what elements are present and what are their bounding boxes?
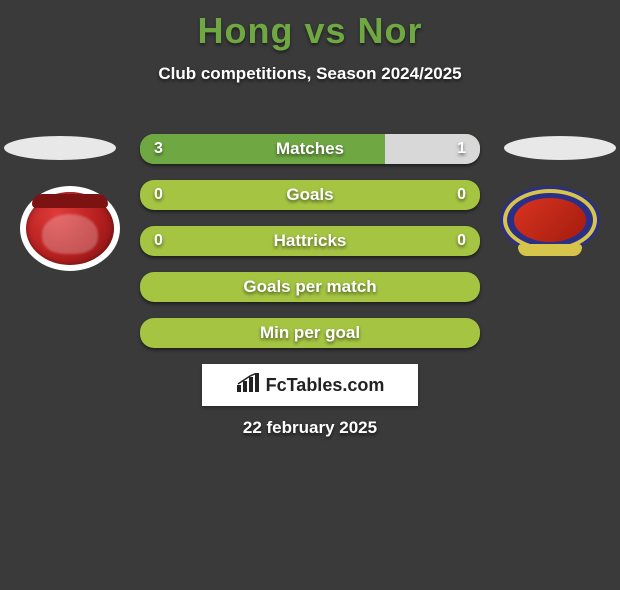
stat-label: Min per goal <box>140 318 480 348</box>
stat-label: Matches <box>140 134 480 164</box>
left-team-shadow <box>4 136 116 160</box>
right-team-badge <box>500 186 600 254</box>
brand-text: FcTables.com <box>266 375 385 396</box>
stat-row-matches: 3 Matches 1 <box>140 134 480 164</box>
stat-right-value: 0 <box>457 180 466 210</box>
stat-row-goals: 0 Goals 0 <box>140 180 480 210</box>
stats-container: 3 Matches 1 0 Goals 0 0 Hattricks 0 Goal… <box>140 134 480 364</box>
stat-right-value: 1 <box>457 134 466 164</box>
brand-box[interactable]: FcTables.com <box>202 364 418 406</box>
stat-label: Goals per match <box>140 272 480 302</box>
footer-date: 22 february 2025 <box>0 418 620 438</box>
right-team-shadow <box>504 136 616 160</box>
page-subtitle: Club competitions, Season 2024/2025 <box>0 64 620 84</box>
stat-right-value: 0 <box>457 226 466 256</box>
stat-label: Goals <box>140 180 480 210</box>
stat-label: Hattricks <box>140 226 480 256</box>
stat-row-hattricks: 0 Hattricks 0 <box>140 226 480 256</box>
left-team-badge <box>20 186 120 271</box>
page-title: Hong vs Nor <box>0 10 620 52</box>
bar-chart-icon <box>236 373 262 398</box>
stat-row-gpm: Goals per match <box>140 272 480 302</box>
stat-row-mpg: Min per goal <box>140 318 480 348</box>
